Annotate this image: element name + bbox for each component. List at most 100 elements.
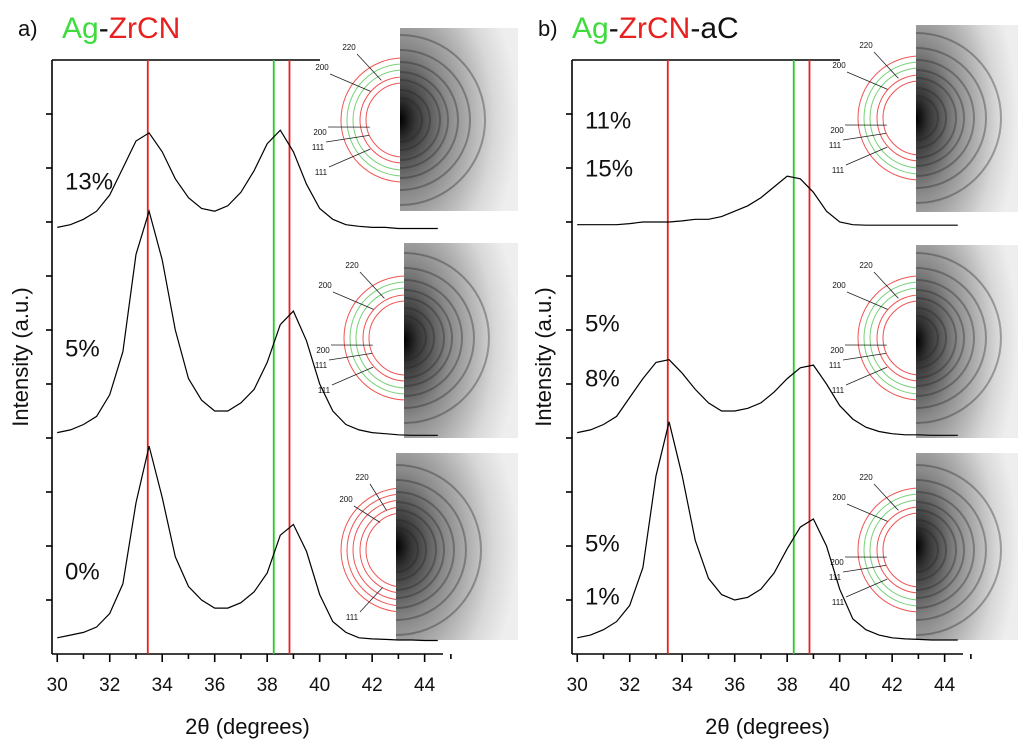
- x-tick-label: 44: [934, 675, 956, 696]
- xrd-curve: [57, 129, 438, 230]
- ring-label: 200: [830, 558, 844, 567]
- diffraction-ring: [395, 527, 419, 573]
- diffraction-image: [916, 453, 1018, 640]
- diffraction-image: [400, 28, 518, 211]
- ring-label: 200: [339, 495, 353, 504]
- leader-line: [329, 73, 371, 92]
- x-tick-label: 34: [152, 675, 174, 696]
- ring-label: 220: [355, 473, 369, 482]
- diffraction-ring: [915, 307, 947, 369]
- diffraction-ring: [403, 267, 475, 409]
- ring-label: 200: [830, 346, 844, 355]
- ring-label: 111: [315, 168, 328, 177]
- curve-label: 1%: [585, 583, 620, 610]
- xrd-curve: [57, 209, 438, 436]
- x-tick-label: 38: [257, 675, 278, 696]
- x-tick-label: 32: [619, 675, 640, 696]
- x-tick-label: 30: [567, 675, 588, 696]
- diffraction-ring: [395, 491, 455, 609]
- diffraction-ring: [915, 527, 939, 573]
- ring-label: 111: [829, 141, 842, 150]
- chart-title: Ag-ZrCN-aC: [572, 12, 739, 45]
- ring-label: 220: [345, 261, 359, 270]
- leader-line: [359, 587, 383, 613]
- title-part: ZrCN: [109, 12, 181, 45]
- leader-line: [845, 146, 888, 166]
- diffraction-ring: [399, 97, 423, 143]
- ring-label: 200: [832, 493, 846, 502]
- leader-line: [359, 271, 385, 299]
- leader-line: [842, 565, 887, 573]
- diffraction-ring: [403, 289, 453, 387]
- xrd-curve: [577, 421, 958, 641]
- panel-label: b): [538, 16, 558, 41]
- x-tick-label: 40: [829, 675, 850, 696]
- curve-label: 5%: [585, 530, 620, 557]
- diffraction-ring: [403, 252, 490, 424]
- ring-label: 220: [859, 41, 873, 50]
- x-tick-label: 34: [672, 675, 694, 696]
- diffraction-ring: [399, 49, 471, 191]
- ring-label: 111: [832, 166, 845, 175]
- x-tick-label: 30: [47, 675, 68, 696]
- diffraction-ring: [399, 79, 441, 161]
- leader-line: [353, 505, 381, 523]
- diffraction-ring: [915, 69, 965, 167]
- diffraction-image: [916, 25, 1018, 212]
- leader-line: [842, 353, 887, 361]
- diffraction-ring: [915, 479, 987, 621]
- diffraction-ring: [403, 307, 435, 369]
- diffraction-ring: [915, 501, 965, 599]
- diffraction-image: [916, 245, 1018, 438]
- curve-label: 11%: [585, 107, 631, 134]
- diffraction-ring: [915, 252, 1002, 424]
- leader-line: [331, 366, 374, 386]
- x-tick-label: 40: [309, 675, 330, 696]
- title-part: Ag: [62, 12, 99, 45]
- curve-label: 5%: [65, 335, 100, 362]
- diffraction-ring: [395, 464, 482, 636]
- title-part: -: [609, 12, 619, 45]
- diffraction-ring: [915, 32, 1002, 204]
- diffraction-ring: [915, 315, 939, 361]
- diffraction-ring: [915, 509, 957, 591]
- ring-label: 111: [315, 361, 328, 370]
- diffraction-ring: [403, 279, 463, 397]
- diffraction-ring: [395, 501, 445, 599]
- x-tick-label: 32: [99, 675, 120, 696]
- ring-label: 200: [832, 61, 846, 70]
- ring-label: 220: [859, 473, 873, 482]
- title-part: -: [99, 12, 109, 45]
- leader-line: [846, 71, 888, 90]
- title-part: ZrCN: [619, 12, 691, 45]
- diffraction-ring: [395, 509, 437, 591]
- diffraction-ring: [915, 267, 987, 409]
- xrd-curve: [577, 175, 958, 226]
- leader-line: [356, 53, 382, 81]
- x-tick-label: 36: [724, 675, 745, 696]
- curve-label: 15%: [585, 155, 633, 182]
- ring-label: 220: [342, 43, 356, 52]
- curve-label: 8%: [585, 365, 620, 392]
- ring-label: 111: [318, 386, 331, 395]
- leader-line: [325, 135, 370, 143]
- x-tick-label: 36: [204, 675, 225, 696]
- ring-label: 200: [318, 281, 332, 290]
- x-tick-label: 44: [414, 675, 436, 696]
- diffraction-ring: [915, 59, 975, 177]
- diffraction-image: [396, 453, 518, 640]
- diffraction-ring: [399, 34, 486, 206]
- diffraction-image: [404, 243, 518, 438]
- x-tick-label: 42: [362, 675, 383, 696]
- diffraction-ring: [403, 315, 427, 361]
- ring-label: 111: [829, 573, 842, 582]
- diffraction-ring: [915, 87, 947, 149]
- ring-label: 111: [312, 143, 325, 152]
- ring-label: 111: [346, 613, 359, 622]
- x-axis-label: 2θ (degrees): [705, 714, 830, 739]
- y-axis-label: Intensity (a.u.): [8, 287, 33, 426]
- ring-label: 220: [859, 261, 873, 270]
- diffraction-ring: [399, 89, 431, 151]
- x-tick-label: 38: [777, 675, 798, 696]
